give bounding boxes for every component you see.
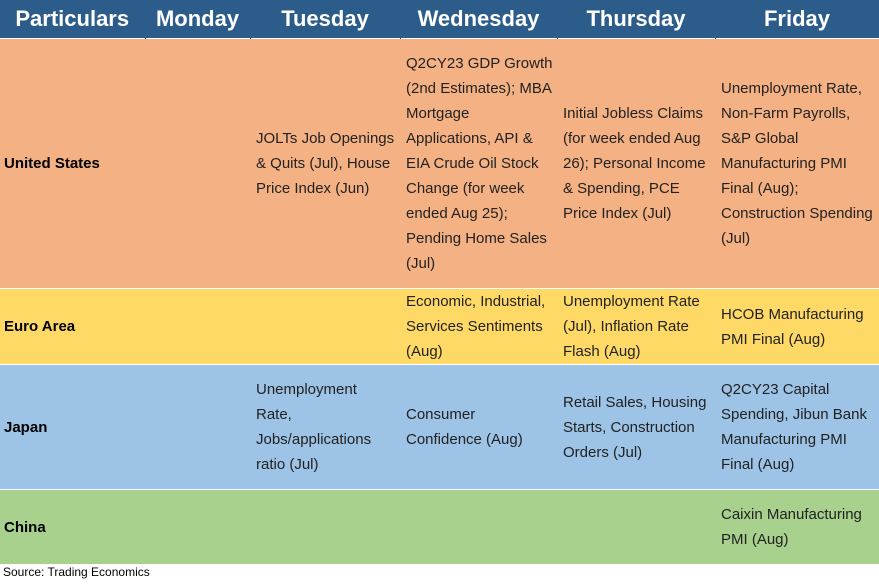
row-label: Euro Area (0, 288, 145, 365)
source-note: Source: Trading Economics (3, 565, 150, 579)
event-cell: Economic, Industrial, Services Sentiment… (400, 288, 557, 365)
table-row: Euro Area Economic, Industrial, Services … (0, 288, 879, 365)
table-row: China Caixin Manufacturing PMI (Aug) (0, 489, 879, 564)
row-label: Japan (0, 364, 145, 490)
header-cell: Friday (715, 0, 879, 39)
event-cell: Q2CY23 GDP Growth (2nd Estimates); MBA M… (400, 38, 557, 289)
event-cell (145, 38, 250, 289)
event-cell (145, 288, 250, 365)
row-label: China (0, 489, 145, 564)
event-cell: Unemployment Rate, Jobs/applications rat… (250, 364, 400, 490)
header-cell: Thursday (557, 0, 716, 39)
header-row: Particulars Monday Tuesday Wednesday Thursda… (0, 0, 879, 39)
event-cell: JOLTs Job Openings & Quits (Jul), House … (250, 38, 400, 289)
event-cell (557, 489, 715, 564)
event-cell: Q2CY23 Capital Spending, Jibun Bank Manu… (715, 364, 879, 490)
event-cell: Consumer Confidence (Aug) (400, 364, 557, 490)
event-cell (145, 364, 250, 490)
event-cell (250, 489, 400, 564)
event-cell: Unemployment Rate (Jul), Inflation Rate … (557, 288, 715, 365)
event-cell: Retail Sales, Housing Starts, Constructi… (557, 364, 715, 490)
event-cell: Unemployment Rate, Non-Farm Payrolls, S&… (715, 38, 879, 289)
header-cell: Monday (145, 0, 251, 39)
event-cell: Initial Jobless Claims (for week ended A… (557, 38, 715, 289)
event-cell (400, 489, 557, 564)
event-cell (250, 288, 400, 365)
row-label: United States (0, 38, 145, 289)
header-cell: Wednesday (400, 0, 558, 39)
schedule-table: Particulars Monday Tuesday Wednesday Thursda… (0, 0, 879, 564)
event-cell: HCOB Manufacturing PMI Final (Aug) (715, 288, 879, 365)
table-row: United States JOLTs Job Openings & Quits … (0, 38, 879, 289)
table-row: Japan Unemployment Rate, Jobs/application… (0, 364, 879, 490)
header-cell: Particulars (0, 0, 146, 39)
event-cell: Caixin Manufacturing PMI (Aug) (715, 489, 879, 564)
event-cell (145, 489, 250, 564)
header-cell: Tuesday (250, 0, 401, 39)
